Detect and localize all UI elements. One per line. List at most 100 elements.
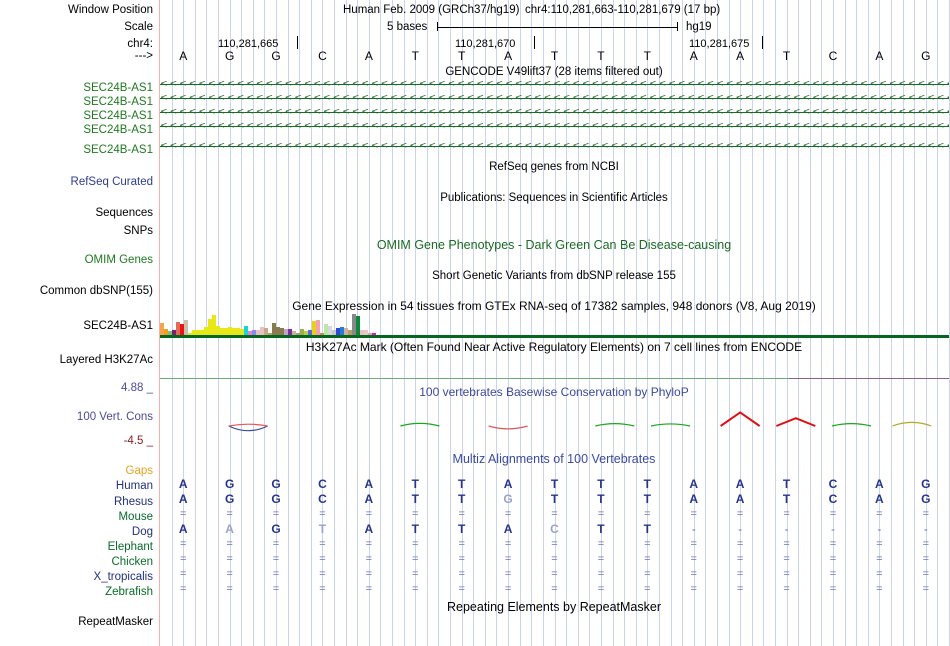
gtex-tissue-bar[interactable] bbox=[304, 331, 308, 335]
gtex-center-label: Gene Expression in 54 tissues from GTEx … bbox=[292, 299, 816, 313]
gtex-tissue-bar[interactable] bbox=[176, 322, 180, 335]
gencode-transcript-row[interactable]: <<<<<<<<<<<<<<<<<<<<<<<<<<<<<<<<<<<<<<<<… bbox=[160, 107, 949, 118]
gtex-tissue-bar[interactable] bbox=[308, 330, 312, 335]
gtex-tissue-bar[interactable] bbox=[236, 328, 240, 335]
gtex-tissue-bar[interactable] bbox=[332, 330, 336, 335]
gtex-tissue-bar[interactable] bbox=[228, 327, 232, 335]
gtex-tissue-bar[interactable] bbox=[252, 330, 256, 335]
gtex-tissue-bar[interactable] bbox=[344, 328, 348, 335]
gtex-tissue-bar[interactable] bbox=[348, 330, 352, 335]
gtex-tissue-bar[interactable] bbox=[316, 320, 320, 335]
label-sequences[interactable]: Sequences bbox=[95, 207, 153, 219]
label-species-mouse[interactable]: Mouse bbox=[118, 511, 153, 523]
gtex-tissue-bar[interactable] bbox=[300, 329, 304, 335]
label-refseq-curated[interactable]: RefSeq Curated bbox=[70, 176, 153, 188]
gtex-tissue-bar[interactable] bbox=[356, 316, 360, 335]
gtex-tissue-bar[interactable] bbox=[196, 330, 200, 335]
gtex-tissue-bar[interactable] bbox=[216, 326, 220, 335]
gtex-tissue-bar[interactable] bbox=[352, 314, 356, 335]
gtex-tissue-bar[interactable] bbox=[268, 333, 272, 335]
label-100-vert-cons[interactable]: 100 Vert. Cons bbox=[76, 411, 153, 423]
base-letter: A bbox=[504, 49, 513, 63]
base-letter: G bbox=[224, 49, 235, 63]
gtex-expression-barchart[interactable] bbox=[160, 314, 949, 338]
gtex-tissue-bar[interactable] bbox=[288, 329, 292, 335]
label-omim-genes[interactable]: OMIM Genes bbox=[84, 254, 153, 266]
gtex-tissue-bar[interactable] bbox=[272, 323, 276, 335]
gtex-tissue-bar[interactable] bbox=[212, 315, 216, 335]
label-common-dbsnp[interactable]: Common dbSNP(155) bbox=[39, 285, 153, 297]
multiz-species-row[interactable]: = = = = = = = = = = = = = = = = = bbox=[160, 568, 949, 581]
label-species-dog[interactable]: Dog bbox=[131, 526, 153, 538]
gtex-tissue-bar[interactable] bbox=[328, 326, 332, 335]
label-species-human[interactable]: Human bbox=[115, 480, 153, 492]
gtex-tissue-bar[interactable] bbox=[164, 329, 168, 335]
gtex-tissue-bar[interactable] bbox=[336, 328, 340, 335]
label-species-chicken[interactable]: Chicken bbox=[111, 556, 153, 568]
multiz-species-row[interactable]: = = = = = = = = = = = = = = = = = bbox=[160, 553, 949, 566]
gtex-tissue-bar[interactable] bbox=[324, 324, 328, 335]
gtex-tissue-bar[interactable] bbox=[220, 328, 224, 335]
gtex-tissue-bar[interactable] bbox=[372, 333, 376, 335]
position-text[interactable]: chr4:110,281,663-110,281,679 (17 bp) bbox=[525, 4, 721, 16]
gene-label-2[interactable]: SEC24B-AS1 bbox=[83, 110, 153, 122]
phylop-conservation-plot[interactable] bbox=[160, 400, 949, 448]
gencode-transcript-row[interactable]: <<<<<<<<<<<<<<<<<<<<<<<<<<<<<<<<<<<<<<<<… bbox=[160, 121, 949, 132]
gtex-tissue-bar[interactable] bbox=[264, 328, 268, 335]
gtex-tissue-bar[interactable] bbox=[240, 329, 244, 335]
strand-arrow-icon: <<<<<<<<<<<<<<<<<<<<<<<<<<<<<<<<<<<<<<<<… bbox=[160, 121, 949, 131]
gene-label-1[interactable]: SEC24B-AS1 bbox=[83, 96, 153, 108]
label-gaps[interactable]: Gaps bbox=[125, 465, 154, 477]
gene-label-0[interactable]: SEC24B-AS1 bbox=[83, 82, 153, 94]
gencode-transcript-row[interactable]: <<<<<<<<<<<<<<<<<<<<<<<<<<<<<<<<<<<<<<<<… bbox=[160, 79, 949, 90]
gtex-tissue-bar[interactable] bbox=[280, 328, 284, 335]
gtex-tissue-bar[interactable] bbox=[180, 324, 184, 335]
gtex-tissue-bar[interactable] bbox=[256, 330, 260, 335]
gene-label-4[interactable]: SEC24B-AS1 bbox=[83, 144, 153, 156]
multiz-species-row[interactable]: = = = = = = = = = = = = = = = = = bbox=[160, 538, 949, 551]
label-layered-h3k27ac[interactable]: Layered H3K27Ac bbox=[59, 354, 153, 366]
label-species-zebrafish[interactable]: Zebrafish bbox=[105, 586, 153, 598]
gtex-tissue-bar[interactable] bbox=[248, 331, 252, 335]
gencode-transcript-row[interactable]: <<<<<<<<<<<<<<<<<<<<<<<<<<<<<<<<<<<<<<<<… bbox=[160, 141, 949, 152]
label-species-rhesus[interactable]: Rhesus bbox=[114, 496, 153, 508]
gtex-tissue-bar[interactable] bbox=[192, 330, 196, 335]
label-species-elephant[interactable]: Elephant bbox=[107, 541, 153, 553]
gtex-tissue-bar[interactable] bbox=[208, 319, 212, 335]
multiz-base-cell: G bbox=[271, 477, 281, 491]
gtex-tissue-bar[interactable] bbox=[200, 330, 204, 335]
gtex-tissue-bar[interactable] bbox=[276, 327, 280, 335]
label-repeatmasker[interactable]: RepeatMasker bbox=[78, 616, 153, 628]
gtex-tissue-bar[interactable] bbox=[368, 333, 372, 335]
multiz-species-row[interactable]: = = = = = = = = = = = = = = = = = bbox=[160, 583, 949, 596]
gtex-tissue-bar[interactable] bbox=[320, 333, 324, 335]
gtex-tissue-bar[interactable] bbox=[260, 327, 264, 335]
gtex-tissue-bar[interactable] bbox=[312, 321, 316, 335]
gtex-tissue-bar[interactable] bbox=[244, 326, 248, 335]
gtex-tissue-bar[interactable] bbox=[188, 333, 192, 335]
gtex-tissue-bar[interactable] bbox=[172, 330, 176, 335]
label-gtex-gene[interactable]: SEC24B-AS1 bbox=[83, 320, 153, 332]
multiz-species-row[interactable]: = = = = = = = = = = = = = = = = = bbox=[160, 508, 949, 521]
label-species-x-tropicalis[interactable]: X_tropicalis bbox=[93, 571, 153, 583]
gtex-tissue-bar[interactable] bbox=[184, 320, 188, 335]
gtex-tissue-bar[interactable] bbox=[364, 330, 368, 335]
gtex-tissue-bar[interactable] bbox=[360, 330, 364, 335]
gtex-tissue-bar[interactable] bbox=[168, 331, 172, 335]
gtex-tissue-bar[interactable] bbox=[284, 329, 288, 335]
gtex-tissue-bar[interactable] bbox=[160, 323, 164, 335]
gtex-tissue-bar[interactable] bbox=[224, 328, 228, 335]
gtex-tissue-bar[interactable] bbox=[204, 327, 208, 335]
gtex-tissue-bar[interactable] bbox=[340, 327, 344, 335]
gene-label-3[interactable]: SEC24B-AS1 bbox=[83, 124, 153, 136]
gencode-transcript-row[interactable]: <<<<<<<<<<<<<<<<<<<<<<<<<<<<<<<<<<<<<<<<… bbox=[160, 93, 949, 104]
gtex-tissue-bar[interactable] bbox=[292, 331, 296, 335]
label-snps[interactable]: SNPs bbox=[123, 225, 153, 237]
gtex-tissue-bar[interactable] bbox=[232, 328, 236, 335]
multiz-base-cell: = bbox=[922, 553, 929, 565]
gtex-tissue-bar[interactable] bbox=[296, 333, 300, 335]
